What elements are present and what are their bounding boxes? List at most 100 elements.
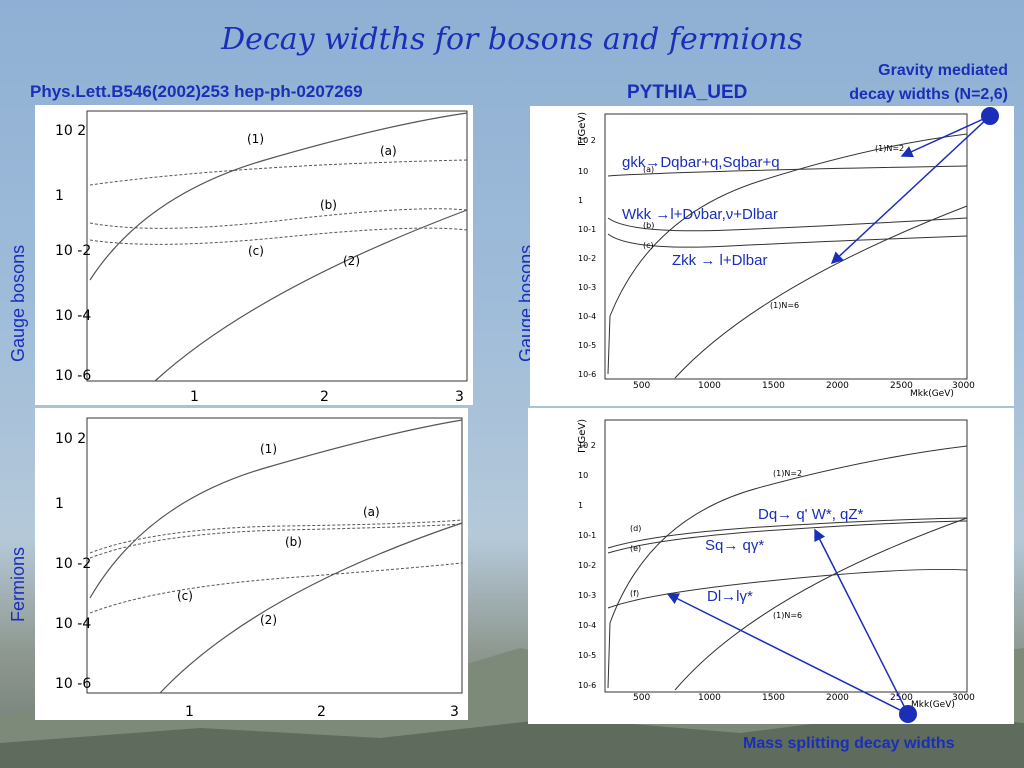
ytick-8: 10-6 — [578, 681, 596, 690]
xtick-2: 3 — [455, 389, 464, 405]
curve-1-n2 — [607, 133, 968, 375]
mass-splitting-label: Mass splitting decay widths — [743, 735, 955, 752]
xtick-3: 2000 — [826, 693, 849, 703]
label-a: (a) — [643, 165, 654, 174]
label-b: (b) — [320, 198, 337, 212]
chart-right-top-svg: Γ(GeV) Mkk(GeV) 10 2 10 1 10-1 10-2 10-3… — [577, 112, 975, 399]
xtick-2: 1500 — [762, 381, 785, 391]
xtick-3: 2000 — [826, 381, 849, 391]
xtick-1: 1000 — [698, 693, 721, 703]
ytick-4: 10-2 — [578, 561, 596, 570]
label-a: (a) — [363, 505, 380, 519]
slide-title: Decay widths for bosons and fermions — [221, 22, 803, 57]
xtick-4: 2500 — [890, 381, 913, 391]
ytick-1: 10 — [578, 167, 588, 176]
ytick-5: 10-3 — [578, 591, 596, 600]
xtick-1: 2 — [317, 704, 326, 720]
ytick-0: 10 2 — [55, 431, 86, 447]
label-2: (2) — [260, 613, 277, 627]
curve-1-n2 — [607, 445, 968, 689]
annotation-dl: Dl→lγ* — [707, 588, 753, 605]
mass-arrow-1 — [814, 528, 909, 715]
xtick-0: 500 — [633, 381, 650, 391]
xtick-2: 1500 — [762, 693, 785, 703]
curve-d — [607, 517, 968, 549]
label-2: (2) — [343, 254, 360, 268]
xlabel: Mkk(GeV) — [911, 700, 955, 710]
xtick-1: 2 — [320, 389, 329, 405]
label-n2: (1)N=2 — [875, 144, 904, 153]
ytick-4: 10 -6 — [55, 368, 91, 384]
label-1: (1) — [260, 442, 277, 456]
curve-b — [89, 523, 463, 559]
pythia-label: PYTHIA_UED — [627, 82, 748, 103]
ytick-4: 10-2 — [578, 254, 596, 263]
gravity-arrow-2 — [830, 115, 991, 265]
ytick-5: 10-3 — [578, 283, 596, 292]
xtick-0: 500 — [633, 693, 650, 703]
annotation-dq: Dq→ q' W*, qZ* — [758, 506, 864, 523]
ytick-1: 1 — [55, 496, 64, 512]
curve-b — [607, 217, 968, 232]
label-n6: (1)N=6 — [770, 301, 799, 310]
ylabel: Γ(GeV) — [577, 112, 588, 146]
ytick-0: 10 2 — [55, 123, 86, 139]
chart-left-bottom-svg: 10 2 1 10 -2 10 -4 10 -6 1 2 3 (1) (a) (… — [55, 417, 463, 720]
chart-right-top: Γ(GeV) Mkk(GeV) 10 2 10 1 10-1 10-2 10-3… — [530, 106, 1014, 406]
label-d: (d) — [630, 524, 641, 533]
xtick-1: 1000 — [698, 381, 721, 391]
ytick-1: 10 — [578, 471, 588, 480]
ytick-3: 10 -4 — [55, 308, 91, 324]
label-a: (a) — [380, 144, 397, 158]
chart-right-bottom-svg: Γ(GeV) Mkk(GeV) 10 2 10 1 10-1 10-2 10-3… — [577, 419, 975, 710]
curve-c — [607, 233, 968, 248]
xtick-0: 1 — [190, 389, 199, 405]
gravity-dot — [981, 107, 999, 125]
label-c: (c) — [248, 244, 264, 258]
ytick-2: 1 — [578, 196, 583, 205]
label-c: (c) — [643, 241, 654, 250]
label-n6: (1)N=6 — [773, 611, 802, 620]
annotation-sq: Sq→ qγ* — [705, 537, 765, 554]
label-e: (e) — [630, 544, 641, 553]
ytick-8: 10-6 — [578, 370, 596, 379]
curve-2 — [154, 209, 468, 382]
ytick-2: 10 -2 — [55, 243, 91, 259]
chart-right-bottom: Γ(GeV) Mkk(GeV) 10 2 10 1 10-1 10-2 10-3… — [528, 408, 1014, 724]
ytick-0: 10 2 — [578, 441, 596, 450]
xtick-4: 2500 — [890, 693, 913, 703]
ytick-2: 10 -2 — [55, 556, 91, 572]
curve-2 — [159, 522, 463, 694]
label-n2: (1)N=2 — [773, 469, 802, 478]
mass-arrow-2 — [666, 593, 909, 715]
reference-label: Phys.Lett.B546(2002)253 hep-ph-0207269 — [30, 82, 363, 101]
ytick-4: 10 -6 — [55, 676, 91, 692]
curve-f — [607, 568, 968, 609]
ytick-0: 10 2 — [578, 136, 596, 145]
curve-1-n6 — [674, 517, 968, 691]
ytick-7: 10-5 — [578, 341, 596, 350]
curve-c — [89, 562, 463, 614]
curve-b — [89, 208, 468, 229]
curve-c — [89, 227, 468, 245]
label-f: (f) — [630, 589, 639, 598]
gravity-arrow-1 — [900, 115, 991, 158]
label-b: (b) — [285, 535, 302, 549]
curve-a — [607, 165, 968, 177]
ytick-3: 10-1 — [578, 531, 596, 540]
curve-1 — [89, 112, 468, 281]
annotation-zkk: Zkk → l+Dlbar — [672, 252, 768, 269]
ytick-2: 1 — [578, 501, 583, 510]
gravity-label-line1: Gravity mediated — [878, 62, 1008, 79]
xtick-2: 3 — [450, 704, 459, 720]
annotation-wkk: Wkk →l+Dνbar,ν+Dlbar — [622, 206, 778, 223]
label-c: (c) — [177, 589, 193, 603]
xtick-5: 3000 — [952, 693, 975, 703]
ytick-1: 1 — [55, 188, 64, 204]
gravity-label-line2: decay widths (N=2,6) — [849, 86, 1008, 103]
annotation-gkk: gkk→Dqbar+q,Sqbar+q — [622, 154, 780, 171]
ytick-6: 10-4 — [578, 312, 596, 321]
xlabel: Mkk(GeV) — [910, 389, 954, 399]
chart-left-bottom: 10 2 1 10 -2 10 -4 10 -6 1 2 3 (1) (a) (… — [35, 408, 468, 720]
